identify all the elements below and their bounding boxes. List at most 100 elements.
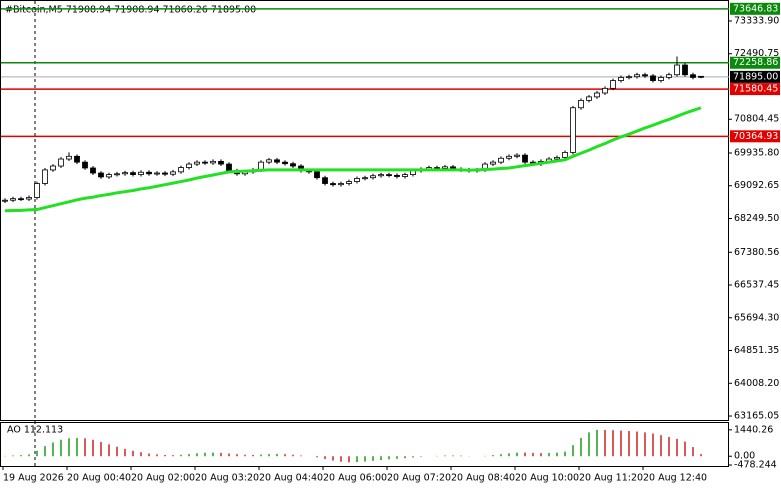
- candle-body: [442, 166, 448, 169]
- y-tick-label: 72490.75: [734, 48, 779, 59]
- x-tick-label: 20 Aug 00:40: [67, 473, 131, 484]
- candle-body: [394, 174, 400, 177]
- candle-body: [218, 160, 224, 165]
- candle-body: [578, 99, 584, 109]
- y-tick-label: 65694.30: [734, 312, 779, 323]
- candle-body: [58, 158, 64, 167]
- candle-body: [354, 178, 360, 182]
- candle-body: [2, 199, 8, 202]
- candle-body: [186, 163, 192, 168]
- x-tick-label: 20 Aug 08:40: [451, 473, 515, 484]
- candle-body: [330, 183, 336, 186]
- x-tick-label: 20 Aug 11:20: [579, 473, 643, 484]
- x-tick-label: 20 Aug 04:40: [259, 473, 323, 484]
- candle-body: [594, 92, 600, 98]
- candle-body: [202, 161, 208, 164]
- candle-body: [570, 107, 576, 153]
- candle-body: [618, 77, 624, 81]
- y-tick-label: 69935.80: [734, 147, 779, 158]
- moving-average: [4, 106, 702, 213]
- x-tick-label: 20 Aug 12:40: [643, 473, 707, 484]
- x-tick-label: 20 Aug 06:00: [323, 473, 387, 484]
- current-price-box: [730, 70, 780, 83]
- candle-body: [506, 155, 512, 159]
- candle-body: [178, 167, 184, 173]
- candle-body: [170, 171, 176, 175]
- chart-title: #Bitcoin,M5 71908.94 71908.94 71860.26 7…: [5, 5, 256, 16]
- y-tick-label: 64851.35: [734, 345, 779, 356]
- x-tick-label: 20 Aug 03:20: [195, 473, 259, 484]
- candle-body: [610, 80, 616, 89]
- candle-body: [642, 74, 648, 77]
- y-tick-label: 63165.05: [734, 411, 779, 422]
- candle-body: [626, 76, 632, 79]
- candle-body: [114, 173, 120, 176]
- y-tick-label: 69092.65: [734, 180, 779, 191]
- current-price-label: 71895.00: [733, 71, 778, 82]
- ao-tick-label: 1440.26: [734, 424, 773, 435]
- candle-body: [98, 172, 104, 178]
- candle-body: [266, 159, 272, 163]
- candle-body: [282, 161, 288, 165]
- candle-body: [658, 77, 664, 81]
- candle-body: [698, 75, 704, 78]
- candle-body: [562, 152, 568, 158]
- candle-body: [210, 160, 216, 164]
- y-tick-label: 67380.56: [734, 247, 779, 258]
- candle-body: [370, 175, 376, 179]
- candle-body: [290, 163, 296, 167]
- candle-body: [194, 161, 200, 165]
- candle-body: [146, 171, 152, 175]
- candle-body: [18, 198, 24, 201]
- candle-body: [50, 165, 56, 171]
- candle-body: [682, 64, 688, 76]
- candle-body: [82, 161, 88, 169]
- candle-body: [402, 174, 408, 177]
- candle-body: [226, 163, 232, 172]
- candle-body: [362, 177, 368, 180]
- candle-body: [490, 161, 496, 165]
- level-label: 73646.83: [733, 3, 778, 14]
- candle-body: [314, 171, 320, 179]
- candle-body: [602, 87, 608, 94]
- candle-body: [66, 155, 72, 160]
- candle-body: [154, 172, 160, 175]
- candle-body: [690, 74, 696, 78]
- main-frame: [0, 0, 729, 421]
- candle-body: [106, 174, 112, 178]
- candle-body: [386, 174, 392, 176]
- level-label: 70364.93: [733, 131, 778, 142]
- candle-body: [378, 174, 384, 177]
- candle-body: [138, 171, 144, 175]
- y-tick-label: 73333.90: [734, 15, 779, 26]
- candle-body: [586, 96, 592, 101]
- candle-body: [522, 154, 528, 163]
- candle-body: [322, 177, 328, 184]
- y-tick-label: 66537.45: [734, 280, 779, 291]
- y-tick-label: 70804.45: [734, 114, 779, 125]
- ao-title: AO 112.113: [7, 425, 63, 436]
- level-box: [730, 83, 780, 96]
- candle-body: [74, 155, 80, 163]
- x-tick-label: 20 Aug 10:00: [515, 473, 579, 484]
- candle-body: [666, 74, 672, 78]
- x-tick-label: 20 Aug 02:00: [131, 473, 195, 484]
- candle-body: [130, 172, 136, 175]
- candle-body: [498, 157, 504, 163]
- candle-body: [42, 169, 48, 184]
- ao-tick-label: 0.00: [734, 451, 755, 462]
- level-box: [730, 56, 780, 69]
- candle-body: [122, 172, 128, 175]
- candle-body: [514, 154, 520, 157]
- candle-body: [34, 183, 40, 198]
- y-tick-label: 64008.20: [734, 378, 779, 389]
- level-box: [730, 2, 780, 15]
- candle-body: [674, 64, 680, 76]
- level-label: 72258.86: [733, 57, 778, 68]
- candle-body: [634, 74, 640, 78]
- candle-body: [26, 197, 32, 200]
- candle-body: [90, 167, 96, 174]
- y-tick-label: 68249.50: [734, 213, 779, 224]
- x-tick-label: 19 Aug 2026: [3, 473, 64, 484]
